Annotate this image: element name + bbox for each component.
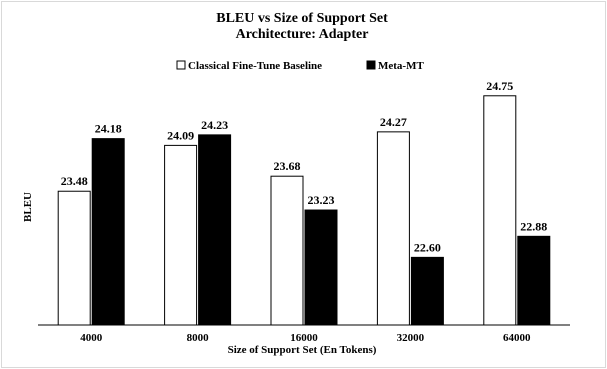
x-tick-label-32000: 32000 bbox=[397, 332, 425, 344]
legend-swatch-baseline bbox=[176, 60, 186, 70]
bar-meta-8000 bbox=[198, 134, 232, 326]
x-tick-label-64000: 64000 bbox=[503, 332, 531, 344]
bar-meta-4000 bbox=[91, 138, 125, 326]
bar-baseline-64000 bbox=[483, 95, 517, 326]
bar-baseline-16000 bbox=[270, 175, 304, 326]
data-label-meta-32000: 22.60 bbox=[414, 240, 441, 254]
data-label-baseline-8000: 24.09 bbox=[167, 128, 194, 142]
x-tick-labels: 4000 8000 16000 32000 64000 bbox=[80, 332, 531, 344]
chart-subtitle: Architecture: Adapter bbox=[236, 27, 369, 42]
x-tick-label-16000: 16000 bbox=[290, 332, 318, 344]
chart-title: BLEU vs Size of Support Set bbox=[216, 11, 388, 26]
x-tick-label-4000: 4000 bbox=[80, 332, 103, 344]
data-label-meta-16000: 23.23 bbox=[308, 193, 335, 207]
data-label-meta-64000: 22.88 bbox=[520, 219, 547, 233]
bar-meta-32000 bbox=[410, 256, 444, 326]
data-label-meta-8000: 24.23 bbox=[201, 118, 228, 132]
legend: Classical Fine-Tune Baseline Meta-MT bbox=[176, 60, 424, 72]
x-tick-label-8000: 8000 bbox=[187, 332, 210, 344]
data-label-baseline-32000: 24.27 bbox=[380, 115, 407, 129]
bar-baseline-8000 bbox=[164, 144, 198, 326]
legend-label-meta: Meta-MT bbox=[378, 60, 424, 72]
legend-label-baseline: Classical Fine-Tune Baseline bbox=[188, 60, 322, 72]
x-axis-label: Size of Support Set (En Tokens) bbox=[228, 344, 377, 356]
bar-baseline-32000 bbox=[376, 131, 410, 326]
bar-labels-group: 23.48 24.18 24.09 24.23 23.68 23.23 24.27 22.60… bbox=[61, 79, 548, 255]
bar-meta-16000 bbox=[304, 209, 338, 326]
data-label-baseline-16000: 23.68 bbox=[274, 159, 301, 173]
data-label-baseline-64000: 24.75 bbox=[486, 79, 513, 93]
data-label-meta-4000: 24.18 bbox=[95, 122, 122, 136]
bars-group bbox=[57, 95, 551, 326]
bar-baseline-4000 bbox=[57, 190, 91, 326]
legend-swatch-meta bbox=[366, 60, 376, 70]
y-axis-label: BLEU bbox=[22, 192, 34, 222]
data-label-baseline-4000: 23.48 bbox=[61, 174, 88, 188]
bar-meta-64000 bbox=[517, 235, 551, 326]
